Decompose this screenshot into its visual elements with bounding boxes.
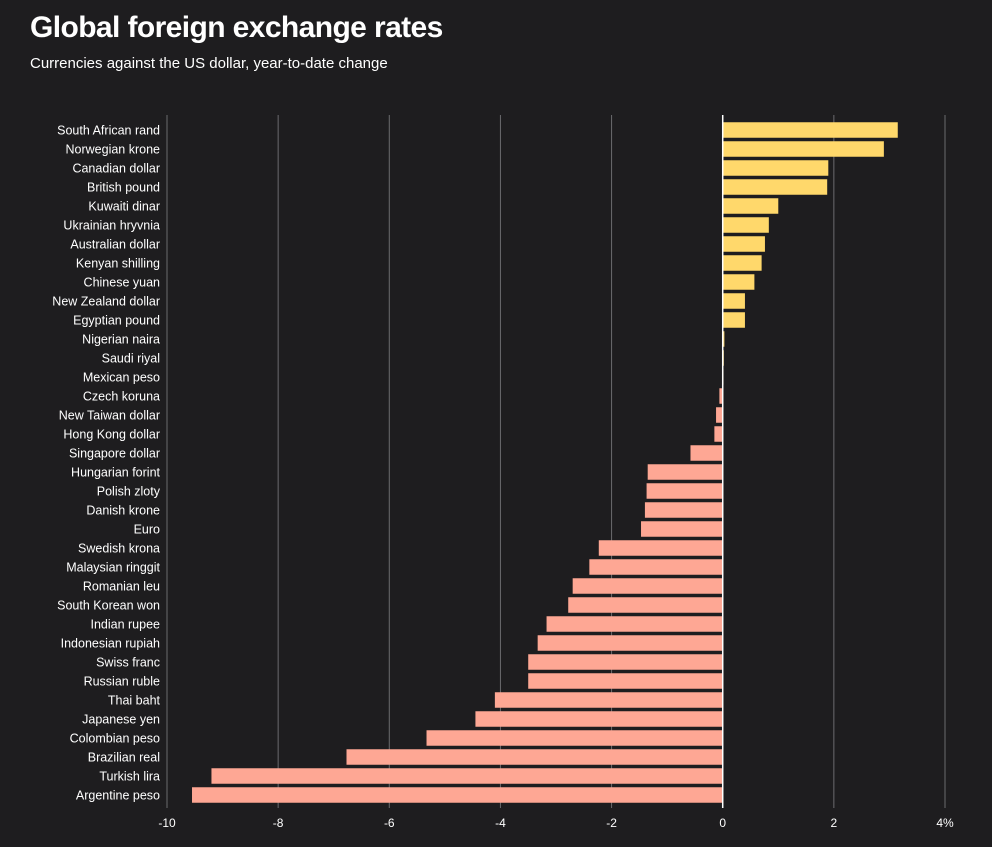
category-label: Hungarian forint xyxy=(71,466,160,480)
bar xyxy=(537,635,723,651)
bar xyxy=(722,236,765,252)
category-label: Norwegian krone xyxy=(66,143,161,157)
bar xyxy=(722,312,745,328)
category-label: Czech koruna xyxy=(83,390,160,404)
bar xyxy=(714,426,723,442)
bar xyxy=(722,255,762,271)
category-label: New Zealand dollar xyxy=(52,295,160,309)
bar xyxy=(644,502,723,518)
category-label: Thai baht xyxy=(108,694,161,708)
category-label: Malaysian ringgit xyxy=(66,561,160,575)
category-label: Singapore dollar xyxy=(69,447,160,461)
x-tick-label: -2 xyxy=(606,816,617,830)
category-label: South African rand xyxy=(57,124,160,138)
bar xyxy=(690,445,723,461)
chart-title: Global foreign exchange rates xyxy=(30,11,443,44)
category-label: Mexican peso xyxy=(83,371,160,385)
category-label: Brazilian real xyxy=(88,751,160,765)
category-label: Colombian peso xyxy=(70,732,160,746)
category-label: Kenyan shilling xyxy=(76,257,160,271)
bar xyxy=(722,293,745,309)
bar xyxy=(646,483,723,499)
bar xyxy=(192,787,723,803)
category-label: Swedish krona xyxy=(78,542,160,556)
bar xyxy=(722,274,755,290)
bar xyxy=(528,654,723,670)
category-label: Japanese yen xyxy=(82,713,160,727)
x-tick-label: -10 xyxy=(158,816,176,830)
bar xyxy=(719,388,723,404)
bar xyxy=(568,597,723,613)
bar xyxy=(647,464,723,480)
bar xyxy=(346,749,723,765)
bar xyxy=(722,141,884,157)
category-label: Indian rupee xyxy=(90,618,160,632)
category-label: Chinese yuan xyxy=(84,276,160,290)
category-label: Egyptian pound xyxy=(73,314,160,328)
bar xyxy=(475,711,723,727)
x-tick-label: 2 xyxy=(831,816,838,830)
category-labels: South African rand Norwegian krone Canadia… xyxy=(52,124,160,803)
bar xyxy=(494,692,723,708)
bar xyxy=(546,616,723,632)
bar xyxy=(572,578,723,594)
x-tick-label: 0 xyxy=(719,816,726,830)
x-tick-label: 4% xyxy=(936,816,954,830)
x-tick-label: -8 xyxy=(273,816,284,830)
category-label: Ukrainian hryvnia xyxy=(63,219,160,233)
bar xyxy=(722,122,898,138)
category-label: British pound xyxy=(87,181,160,195)
category-label: Danish krone xyxy=(86,504,160,518)
category-label: Russian ruble xyxy=(84,675,160,689)
category-label: Canadian dollar xyxy=(72,162,160,176)
bar xyxy=(722,179,828,195)
bar xyxy=(589,559,723,575)
category-label: Polish zloty xyxy=(97,485,161,499)
category-label: Hong Kong dollar xyxy=(63,428,160,442)
x-axis-ticks: -10 -8 -6 -4 -2 0 2 4% xyxy=(158,816,954,830)
bar xyxy=(716,407,723,423)
category-label: Nigerian naira xyxy=(82,333,160,347)
bar xyxy=(722,217,769,233)
bar xyxy=(722,160,829,176)
x-tick-label: -4 xyxy=(495,816,506,830)
bars xyxy=(192,122,898,803)
category-label: Romanian leu xyxy=(83,580,160,594)
bar xyxy=(722,198,779,214)
category-label: Australian dollar xyxy=(70,238,160,252)
category-label: New Taiwan dollar xyxy=(59,409,160,423)
category-label: Argentine peso xyxy=(76,789,160,803)
bar xyxy=(426,730,723,746)
category-label: Turkish lira xyxy=(99,770,160,784)
bar xyxy=(641,521,723,537)
x-tick-label: -6 xyxy=(384,816,395,830)
bar xyxy=(598,540,723,556)
category-label: South Korean won xyxy=(57,599,160,613)
chart-subtitle: Currencies against the US dollar, year-t… xyxy=(30,55,388,72)
category-label: Saudi riyal xyxy=(102,352,160,366)
category-label: Euro xyxy=(134,523,160,537)
category-label: Swiss franc xyxy=(96,656,160,670)
bar xyxy=(211,768,723,784)
bar xyxy=(722,331,725,347)
category-label: Kuwaiti dinar xyxy=(88,200,160,214)
bar xyxy=(528,673,723,689)
category-label: Indonesian rupiah xyxy=(61,637,160,651)
